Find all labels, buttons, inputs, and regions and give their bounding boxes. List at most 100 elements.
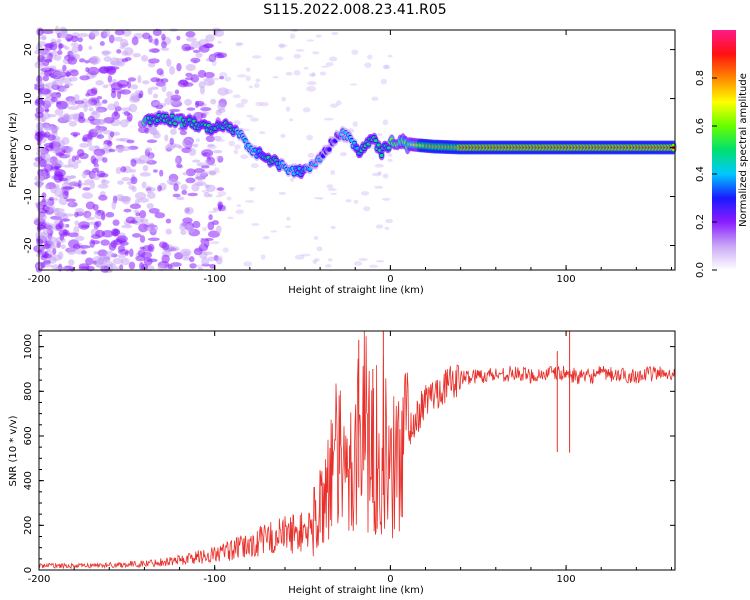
noise-blob: [53, 71, 65, 77]
spectrogram-y-ticks: -20 -10 0 10 20: [23, 43, 675, 254]
noise-blob: [331, 31, 339, 36]
snr-series: [38, 330, 676, 570]
noise-blob: [147, 87, 153, 95]
noise-blob: [137, 75, 142, 84]
noise-blob: [67, 106, 80, 110]
noise-blob: [99, 41, 105, 47]
noise-blob: [165, 228, 172, 235]
noise-blob: [227, 216, 234, 220]
noise-blob: [382, 119, 389, 126]
noise-blob: [218, 72, 228, 78]
noise-blob: [208, 170, 217, 176]
noise-blob: [139, 235, 146, 243]
noise-blob: [112, 219, 120, 226]
noise-blob: [183, 206, 194, 215]
noise-blob: [44, 163, 53, 172]
noise-blob: [147, 243, 155, 253]
noise-blob: [139, 246, 145, 250]
noise-blob: [313, 236, 319, 241]
noise-blob: [89, 216, 95, 221]
noise-blob: [93, 251, 99, 255]
noise-blob: [170, 94, 182, 102]
noise-blob: [245, 67, 251, 72]
noise-blob: [300, 253, 311, 257]
noise-blob: [170, 246, 180, 252]
noise-blob: [69, 69, 79, 77]
noise-blob: [53, 54, 62, 61]
noise-blob: [161, 84, 167, 93]
noise-blob: [116, 79, 129, 87]
noise-blob: [353, 199, 359, 204]
noise-blob: [126, 139, 135, 144]
colorbar-gradient: [712, 30, 736, 270]
noise-blob: [181, 189, 188, 195]
noise-blob: [374, 163, 384, 168]
noise-blob: [112, 258, 123, 265]
noise-blob: [208, 193, 213, 198]
colorbar: 0.0 0.2 0.4 0.6 0.8 Normalized spectral ampl…: [695, 30, 749, 278]
noise-blob: [62, 229, 68, 236]
noise-blob: [52, 141, 61, 150]
noise-blob: [306, 134, 314, 141]
noise-blob: [235, 42, 243, 47]
noise-blob: [44, 123, 50, 131]
noise-blob: [179, 222, 189, 227]
noise-blob: [254, 83, 260, 89]
noise-blob: [88, 107, 94, 112]
noise-blob: [285, 106, 291, 112]
noise-blob: [74, 100, 85, 105]
noise-blob: [204, 159, 211, 167]
noise-blob: [105, 65, 117, 74]
noise-blob: [62, 164, 75, 168]
noise-blob: [195, 52, 203, 58]
noise-blob: [306, 39, 315, 42]
noise-blob: [91, 167, 99, 173]
noise-blob: [84, 101, 95, 107]
noise-blob: [96, 170, 106, 178]
noise-blob: [68, 113, 81, 120]
noise-blob: [34, 98, 45, 107]
noise-blob: [67, 232, 79, 238]
noise-blob: [117, 254, 126, 259]
noise-blob: [250, 117, 259, 122]
noise-blob: [205, 34, 215, 43]
noise-blob: [226, 196, 232, 201]
noise-blob: [164, 134, 169, 142]
noise-blob: [59, 31, 68, 39]
noise-blob: [182, 138, 194, 148]
noise-blob: [335, 100, 342, 106]
noise-blob: [176, 35, 181, 41]
x-tick-label: -100: [203, 274, 226, 285]
noise-blob: [329, 103, 339, 108]
noise-blob: [387, 158, 393, 162]
noise-blob: [363, 206, 371, 212]
noise-blob: [78, 263, 90, 270]
noise-blob: [345, 199, 352, 203]
noise-blob: [141, 251, 153, 259]
noise-blob: [201, 257, 210, 266]
noise-blob: [380, 78, 387, 85]
noise-blob: [352, 121, 359, 128]
noise-blob: [195, 100, 205, 107]
noise-blob: [207, 143, 215, 148]
y-tick-label: 0: [23, 144, 34, 150]
noise-blob: [144, 127, 150, 134]
noise-blob: [349, 83, 358, 86]
noise-blob: [215, 257, 223, 265]
noise-blob: [115, 166, 122, 175]
noise-blob: [41, 106, 49, 111]
noise-blob: [186, 37, 197, 42]
noise-blob: [129, 248, 134, 258]
noise-blob: [295, 49, 305, 52]
noise-blob: [303, 66, 309, 70]
noise-blob: [211, 163, 216, 167]
noise-blob: [87, 141, 93, 147]
colorbar-label: Normalized spectral amplitude: [738, 73, 749, 227]
noise-blob: [160, 47, 170, 51]
noise-blob: [79, 142, 89, 148]
noise-blob: [150, 86, 159, 90]
noise-blob: [328, 56, 338, 62]
noise-blob: [324, 264, 332, 268]
noise-blob: [54, 184, 60, 190]
noise-blob: [101, 230, 114, 238]
